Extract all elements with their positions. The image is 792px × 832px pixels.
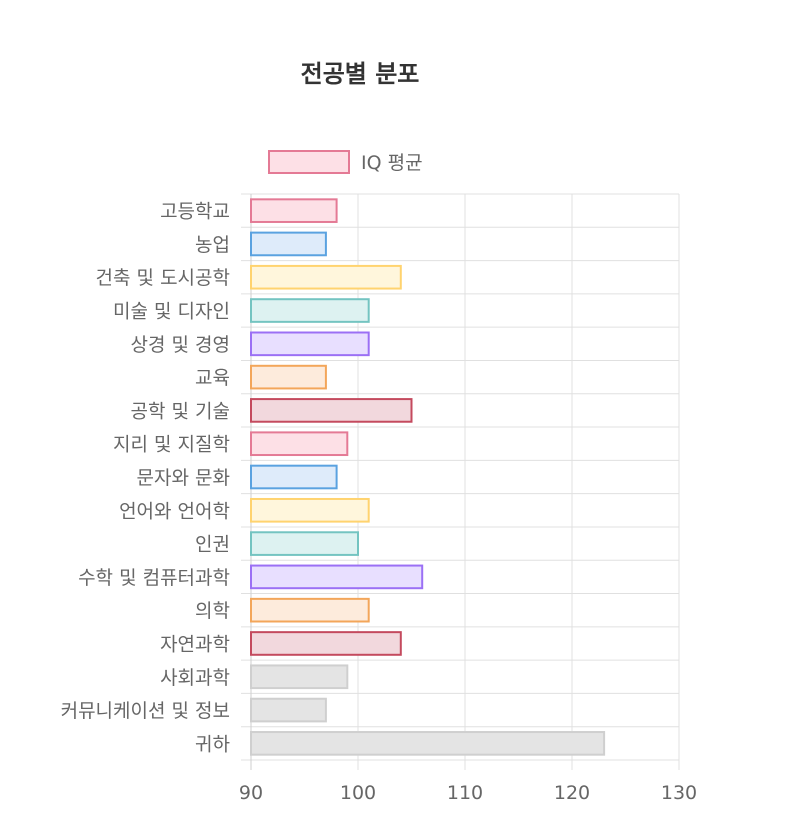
bar[interactable]	[250, 664, 349, 690]
chart-title: 전공별 분포	[301, 60, 420, 88]
category-label: 자연과학	[160, 633, 230, 655]
category-label: 사회과학	[160, 667, 230, 689]
bar[interactable]	[250, 231, 327, 257]
x-tick-label: 130	[661, 782, 697, 804]
x-tick-label: 120	[554, 782, 590, 804]
category-label: 문자와 문화	[137, 467, 230, 489]
legend[interactable]: IQ 평균	[268, 150, 423, 174]
bar[interactable]	[250, 298, 370, 323]
bar[interactable]	[250, 198, 338, 223]
category-label: 고등학교	[160, 201, 230, 223]
bar[interactable]	[250, 531, 359, 556]
bar[interactable]	[250, 331, 370, 357]
category-label: 상경 및 경영	[131, 334, 230, 356]
category-label: 교육	[195, 367, 230, 389]
bar[interactable]	[250, 497, 370, 523]
category-label: 언어와 언어학	[119, 500, 230, 522]
category-label: 건축 및 도시공학	[96, 267, 230, 289]
bar[interactable]	[250, 398, 413, 423]
category-label: 귀하	[195, 733, 230, 755]
bar[interactable]	[250, 564, 424, 590]
grid	[241, 193, 680, 770]
bar[interactable]	[250, 431, 349, 457]
x-tick-label: 90	[239, 782, 263, 804]
x-tick-labels: 90 100 110 120 130	[239, 782, 697, 804]
bar[interactable]	[250, 697, 327, 723]
x-tick-label: 110	[447, 782, 483, 804]
bar[interactable]	[250, 597, 370, 623]
bar[interactable]	[250, 631, 402, 656]
bars	[250, 198, 606, 756]
category-label: 지리 및 지질학	[113, 434, 230, 456]
legend-label: IQ 평균	[361, 152, 423, 174]
bar[interactable]	[250, 264, 402, 290]
legend-swatch	[268, 150, 350, 174]
category-label: 인권	[195, 534, 230, 556]
bar[interactable]	[250, 364, 327, 390]
category-label: 수학 및 컴퓨터과학	[78, 567, 230, 589]
category-label: 커뮤니케이션 및 정보	[61, 700, 230, 722]
category-label: 의학	[195, 600, 230, 622]
category-label: 농업	[195, 234, 230, 256]
category-label: 공학 및 기술	[131, 400, 230, 422]
bar[interactable]	[250, 464, 338, 490]
bar[interactable]	[250, 731, 606, 756]
category-label: 미술 및 디자인	[113, 301, 230, 323]
x-tick-label: 100	[340, 782, 376, 804]
